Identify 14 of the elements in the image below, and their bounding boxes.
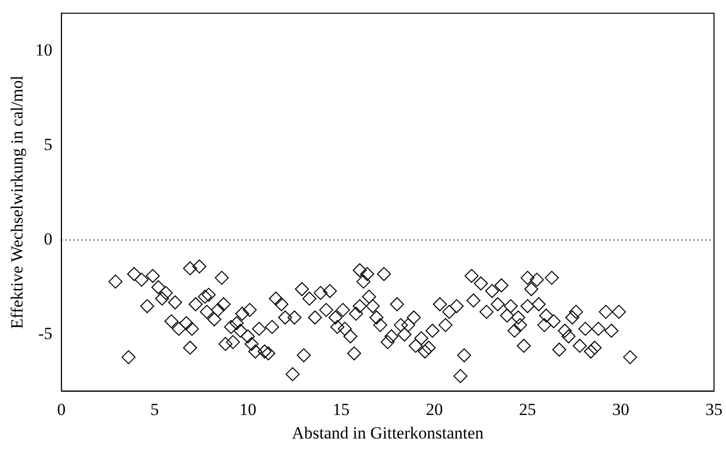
x-tick-label: 15: [332, 400, 350, 419]
y-tick-label: 5: [44, 134, 52, 154]
x-axis-title: Abstand in Gitterkonstanten: [292, 423, 484, 442]
y-axis-title: Effektive Wechselwirkung in cal/mol: [8, 75, 27, 329]
x-tick-label: 20: [426, 400, 443, 419]
x-tick-label: 25: [519, 400, 536, 419]
y-tick-label: 10: [35, 40, 52, 60]
x-tick-label: 10: [239, 400, 256, 419]
y-tick-label: -5: [38, 324, 52, 343]
x-tick-label: 0: [57, 400, 66, 419]
x-tick-label: 30: [612, 400, 630, 419]
x-tick-label: 35: [706, 400, 722, 419]
y-tick-label: 0: [44, 229, 52, 248]
x-tick-label: 5: [150, 400, 159, 419]
